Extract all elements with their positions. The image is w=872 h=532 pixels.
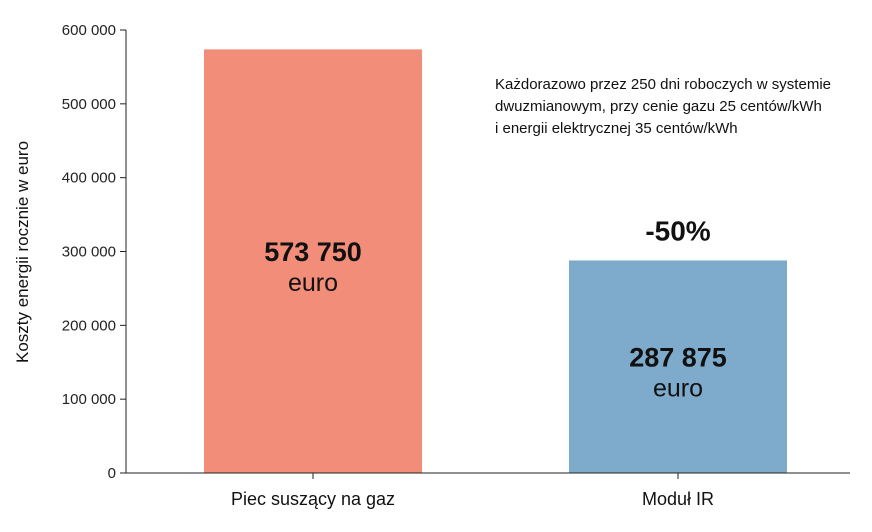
chart-note-line: Każdorazowo przez 250 dni roboczych w sy… xyxy=(495,76,831,93)
chart-note-line: dwuzmianowym, przy cenie gazu 25 centów/… xyxy=(495,98,822,115)
bar-value-label: 573 750 xyxy=(264,237,362,267)
chart-note-line: i energii elektrycznej 35 centów/kWh xyxy=(495,120,738,137)
y-tick-label: 200 000 xyxy=(62,317,116,334)
chart-note: Każdorazowo przez 250 dni roboczych w sy… xyxy=(495,74,865,140)
y-axis-title: Koszty energii rocznie w euro xyxy=(13,141,32,363)
reduction-label: -50% xyxy=(645,215,710,246)
x-tick-label: Moduł IR xyxy=(642,489,714,509)
bar-value-label: 287 875 xyxy=(629,343,727,373)
y-tick-label: 400 000 xyxy=(62,170,116,187)
y-tick-label: 0 xyxy=(108,465,116,482)
x-tick-label: Piec suszący na gaz xyxy=(231,489,395,509)
bar-unit-label: euro xyxy=(653,375,703,403)
y-tick-label: 500 000 xyxy=(62,96,116,113)
bar xyxy=(204,49,422,473)
y-tick-label: 300 000 xyxy=(62,244,116,261)
y-tick-label: 100 000 xyxy=(62,391,116,408)
bar xyxy=(569,260,787,473)
bar-unit-label: euro xyxy=(288,269,338,297)
y-tick-label: 600 000 xyxy=(62,22,116,39)
